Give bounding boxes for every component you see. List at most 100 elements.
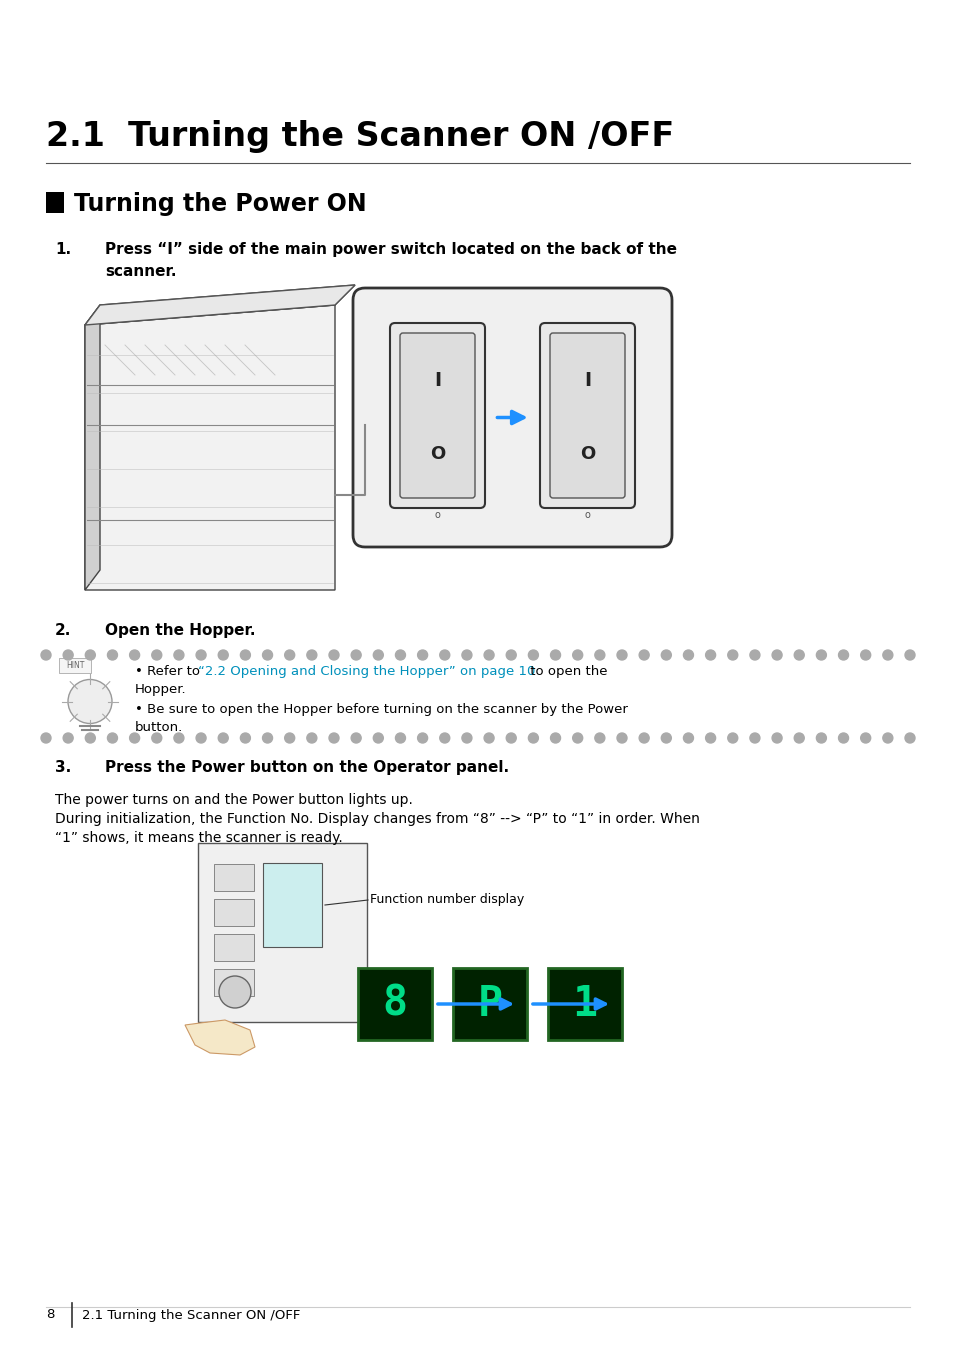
Circle shape (705, 650, 715, 661)
FancyBboxPatch shape (539, 323, 635, 508)
Circle shape (417, 650, 427, 661)
Circle shape (794, 650, 803, 661)
Circle shape (262, 734, 273, 743)
Text: 1: 1 (572, 984, 597, 1025)
Circle shape (882, 734, 892, 743)
FancyBboxPatch shape (357, 969, 432, 1040)
Circle shape (41, 650, 51, 661)
Text: O: O (430, 444, 445, 463)
Text: 3.: 3. (55, 761, 71, 775)
Circle shape (41, 734, 51, 743)
Circle shape (439, 650, 449, 661)
Text: o: o (435, 509, 440, 520)
Circle shape (218, 734, 228, 743)
Circle shape (705, 734, 715, 743)
Circle shape (550, 734, 560, 743)
Circle shape (417, 734, 427, 743)
FancyBboxPatch shape (198, 843, 367, 1021)
Text: I: I (434, 372, 440, 390)
Circle shape (749, 650, 760, 661)
FancyBboxPatch shape (213, 898, 253, 925)
Text: Turning the Power ON: Turning the Power ON (74, 192, 366, 216)
Circle shape (68, 680, 112, 724)
Circle shape (196, 650, 206, 661)
Text: button.: button. (135, 721, 183, 734)
Circle shape (173, 650, 184, 661)
Circle shape (838, 650, 847, 661)
Circle shape (483, 650, 494, 661)
Circle shape (771, 734, 781, 743)
Text: The power turns on and the Power button lights up.: The power turns on and the Power button … (55, 793, 413, 807)
Circle shape (595, 650, 604, 661)
Circle shape (572, 734, 582, 743)
Circle shape (617, 734, 626, 743)
Circle shape (794, 734, 803, 743)
Circle shape (395, 650, 405, 661)
Circle shape (63, 734, 73, 743)
Text: “2.2 Opening and Closing the Hopper” on page 10: “2.2 Opening and Closing the Hopper” on … (198, 665, 535, 678)
Circle shape (727, 734, 737, 743)
Polygon shape (185, 1020, 254, 1055)
Circle shape (660, 650, 671, 661)
FancyBboxPatch shape (353, 288, 671, 547)
Circle shape (639, 650, 648, 661)
Circle shape (749, 734, 760, 743)
Circle shape (130, 650, 139, 661)
Text: Press “I” side of the main power switch located on the back of the
scanner.: Press “I” side of the main power switch … (105, 242, 677, 280)
Text: 8: 8 (382, 984, 407, 1025)
Circle shape (439, 734, 449, 743)
Circle shape (838, 734, 847, 743)
Text: to open the: to open the (525, 665, 607, 678)
Circle shape (262, 650, 273, 661)
Circle shape (860, 650, 870, 661)
Text: • Be sure to open the Hopper before turning on the scanner by the Power: • Be sure to open the Hopper before turn… (135, 703, 627, 716)
Circle shape (218, 650, 228, 661)
FancyBboxPatch shape (213, 934, 253, 961)
Circle shape (816, 734, 825, 743)
FancyBboxPatch shape (213, 969, 253, 996)
FancyArrowPatch shape (497, 412, 523, 424)
Circle shape (329, 650, 338, 661)
Circle shape (196, 734, 206, 743)
Polygon shape (85, 285, 355, 326)
Circle shape (660, 734, 671, 743)
FancyBboxPatch shape (550, 332, 624, 499)
Circle shape (85, 734, 95, 743)
Circle shape (307, 650, 316, 661)
Circle shape (528, 650, 537, 661)
Circle shape (550, 650, 560, 661)
Circle shape (85, 650, 95, 661)
Text: HINT: HINT (66, 662, 84, 670)
Circle shape (727, 650, 737, 661)
Circle shape (240, 650, 250, 661)
Circle shape (461, 734, 472, 743)
Circle shape (284, 734, 294, 743)
FancyArrowPatch shape (532, 998, 605, 1009)
Text: o: o (584, 509, 590, 520)
Circle shape (639, 734, 648, 743)
Circle shape (351, 734, 361, 743)
Circle shape (860, 734, 870, 743)
Circle shape (351, 650, 361, 661)
Circle shape (461, 650, 472, 661)
Polygon shape (46, 192, 64, 212)
Circle shape (108, 734, 117, 743)
Circle shape (108, 650, 117, 661)
FancyBboxPatch shape (547, 969, 621, 1040)
FancyBboxPatch shape (213, 865, 253, 892)
Text: • Refer to: • Refer to (135, 665, 204, 678)
Circle shape (572, 650, 582, 661)
Circle shape (595, 734, 604, 743)
Text: P: P (477, 984, 502, 1025)
Circle shape (904, 650, 914, 661)
Polygon shape (85, 305, 100, 590)
Circle shape (816, 650, 825, 661)
Circle shape (528, 734, 537, 743)
Circle shape (373, 650, 383, 661)
Circle shape (882, 650, 892, 661)
Text: Hopper.: Hopper. (135, 684, 187, 696)
Circle shape (240, 734, 250, 743)
Circle shape (152, 734, 162, 743)
Circle shape (904, 734, 914, 743)
FancyBboxPatch shape (59, 658, 91, 673)
